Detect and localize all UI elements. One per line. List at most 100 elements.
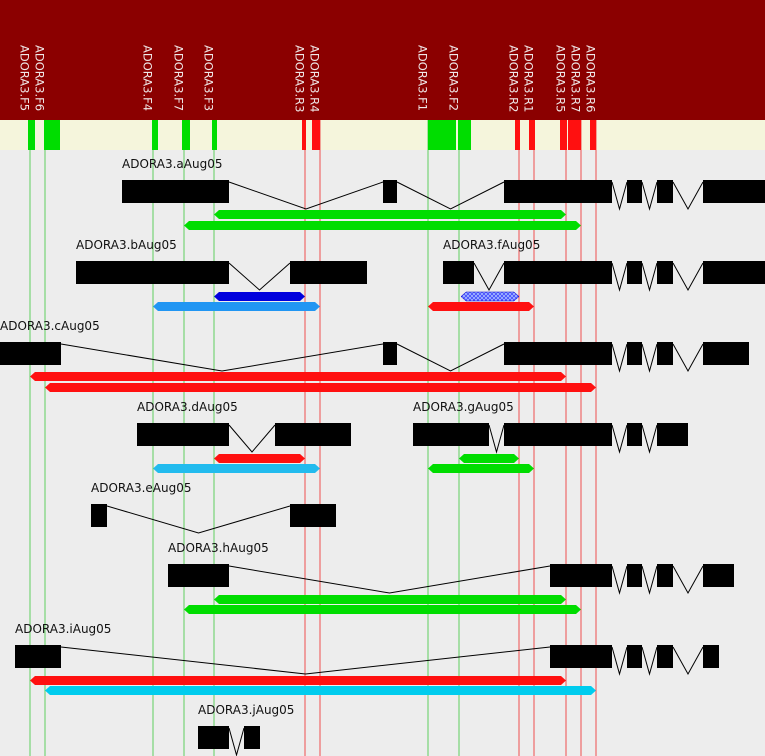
transcript-label: ADORA3.aAug05 <box>122 157 222 171</box>
intron <box>396 181 505 210</box>
intron <box>488 424 505 454</box>
exon <box>703 180 765 203</box>
primer-marker <box>302 120 306 150</box>
intron <box>641 646 658 676</box>
pcr-product <box>460 291 520 302</box>
primer-label: ADORA3.F5 <box>18 45 32 111</box>
intron <box>396 343 505 372</box>
transcript-label: ADORA3.gAug05 <box>413 400 514 414</box>
primer-marker <box>529 120 535 150</box>
exon <box>504 423 612 446</box>
transcript-label: ADORA3.bAug05 <box>76 238 177 252</box>
intron <box>473 262 505 292</box>
intron <box>228 727 245 756</box>
primer-label: ADORA3.R5 <box>554 45 568 112</box>
exon <box>15 645 61 668</box>
exon <box>275 423 351 446</box>
intron <box>228 181 384 210</box>
intron <box>672 565 704 595</box>
primer-marker <box>515 120 520 150</box>
primer-marker <box>458 120 471 150</box>
pcr-product <box>45 686 596 695</box>
exon <box>657 180 673 203</box>
intron <box>641 262 658 292</box>
transcript-label: ADORA3.iAug05 <box>15 622 111 636</box>
exon <box>657 342 673 365</box>
exon <box>504 180 612 203</box>
intron <box>228 565 551 594</box>
primer-label: ADORA3.R2 <box>507 45 521 112</box>
primer-marker <box>182 120 190 150</box>
exon <box>383 180 397 203</box>
exon <box>443 261 474 284</box>
intron <box>672 262 704 292</box>
intron <box>641 181 658 211</box>
exon <box>91 504 107 527</box>
intron <box>228 424 276 453</box>
exon <box>0 342 61 365</box>
exon <box>137 423 229 446</box>
primer-label: ADORA3.R1 <box>522 45 536 112</box>
intron <box>106 505 291 534</box>
pcr-product <box>214 595 566 604</box>
primer-marker <box>312 120 320 150</box>
primer-label: ADORA3.F1 <box>416 45 430 111</box>
exon <box>627 645 642 668</box>
exon <box>627 342 642 365</box>
transcript-label: ADORA3.eAug05 <box>91 481 192 495</box>
transcript-label: ADORA3.dAug05 <box>137 400 238 414</box>
intron <box>672 343 704 373</box>
pcr-product <box>30 676 566 685</box>
intron <box>60 646 551 675</box>
exon <box>504 261 612 284</box>
intron <box>611 262 628 292</box>
primer-label: ADORA3.F2 <box>447 45 461 111</box>
primer-marker <box>28 120 35 150</box>
exon <box>657 261 673 284</box>
transcript-label: ADORA3.jAug05 <box>198 703 294 717</box>
intron <box>611 181 628 211</box>
exon <box>504 342 612 365</box>
primer-marker <box>560 120 567 150</box>
transcript-label: ADORA3.fAug05 <box>443 238 540 252</box>
exon <box>413 423 489 446</box>
pcr-product <box>428 302 534 311</box>
pcr-product <box>184 605 581 614</box>
exon <box>168 564 229 587</box>
pcr-product <box>214 454 305 463</box>
intron <box>611 424 628 454</box>
pcr-product <box>184 221 581 230</box>
exon <box>76 261 229 284</box>
exon <box>244 726 260 749</box>
pcr-product <box>459 454 519 463</box>
intron <box>611 646 628 676</box>
intron <box>641 424 658 454</box>
primer-label: ADORA3.R4 <box>308 45 322 112</box>
primer-band <box>0 120 765 150</box>
primer-marker <box>590 120 596 150</box>
exon <box>550 645 612 668</box>
exon <box>290 261 367 284</box>
exon <box>657 564 673 587</box>
exon <box>703 645 719 668</box>
intron <box>641 343 658 373</box>
pcr-product <box>428 464 534 473</box>
pcr-product <box>214 210 566 219</box>
primer-label: ADORA3.F6 <box>33 45 47 111</box>
header <box>0 0 765 120</box>
primer-label: ADORA3.F3 <box>202 45 216 111</box>
primer-marker <box>44 120 60 150</box>
transcript-label: ADORA3.cAug05 <box>0 319 100 333</box>
primer-marker <box>568 120 581 150</box>
exon <box>290 504 336 527</box>
exon <box>198 726 229 749</box>
exon <box>627 180 642 203</box>
exon <box>657 645 673 668</box>
primer-label: ADORA3.R3 <box>293 45 307 112</box>
intron <box>611 565 628 595</box>
pcr-product <box>214 292 305 301</box>
exon <box>383 342 397 365</box>
primer-marker <box>428 120 456 150</box>
pcr-product <box>30 372 566 381</box>
